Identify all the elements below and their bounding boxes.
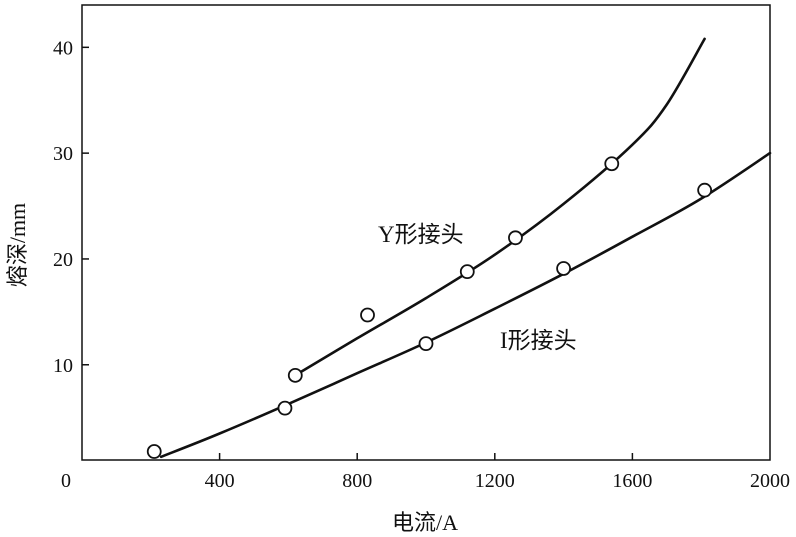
- data-point-y-joint: [459, 264, 475, 280]
- fit-curve-y-joint: [294, 37, 706, 377]
- series-label-y-joint: Y形接头: [378, 222, 464, 247]
- x-tick-label: 400: [205, 470, 235, 492]
- data-point-y-joint: [508, 230, 523, 246]
- chart-labels: 0 400 800 1200 1600 2000 10 20 30 40 电流/A 熔深/mm Y形接头…: [5, 37, 790, 535]
- data-point-y-joint: [604, 156, 620, 172]
- data-point-i-joint: [697, 182, 713, 198]
- data-point-i-joint: [277, 400, 293, 416]
- axes: [81, 4, 771, 461]
- data-point-i-joint: [146, 444, 162, 459]
- x-tick-label: 800: [342, 470, 372, 492]
- x-axis-label: 电流/A: [392, 510, 458, 535]
- series-label-i-joint: I形接头: [500, 328, 577, 353]
- fit-curves: [159, 37, 772, 459]
- data-point-y-joint: [287, 367, 303, 383]
- y-tick-label: 40: [53, 37, 73, 59]
- x-tick-label: 2000: [750, 470, 790, 492]
- y-tick-label: 30: [53, 143, 73, 165]
- x-tick-label: 1200: [475, 470, 515, 492]
- data-markers: [146, 156, 713, 459]
- fit-curve-i-joint: [159, 151, 772, 459]
- x-tick-label: 1600: [612, 470, 652, 492]
- x-tick-label: 0: [61, 470, 71, 492]
- data-point-i-joint: [556, 261, 571, 276]
- y-tick-label: 20: [53, 249, 73, 271]
- y-tick-label: 10: [53, 355, 73, 377]
- plot-frame: [81, 4, 771, 461]
- data-point-y-joint: [360, 307, 375, 323]
- y-axis-label: 熔深/mm: [5, 203, 30, 287]
- data-point-i-joint: [418, 336, 434, 352]
